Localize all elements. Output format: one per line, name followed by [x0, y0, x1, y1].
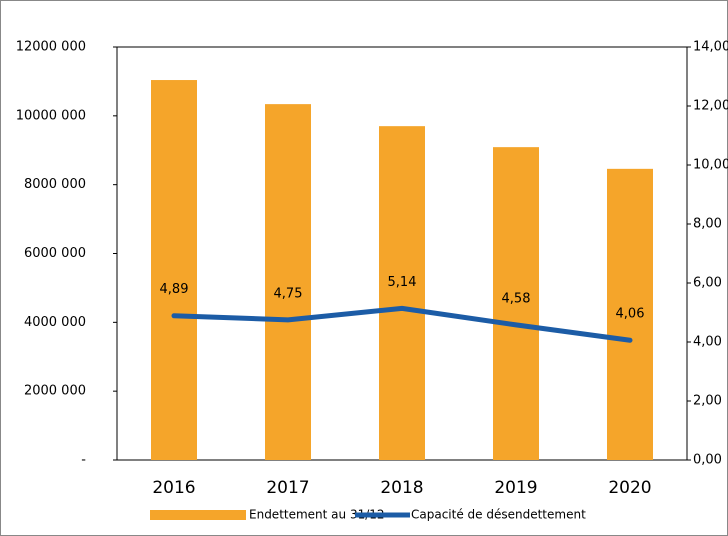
bar: [379, 126, 425, 461]
y-tick-label: 6000 000: [24, 246, 86, 261]
y2-tick-label: 6,00: [693, 276, 722, 291]
bar: [493, 147, 539, 460]
x-tick-label: 2018: [380, 478, 423, 498]
line: [171, 305, 633, 343]
x-tick-label: 2020: [608, 478, 651, 498]
x-tick-label: 2019: [494, 478, 537, 498]
data-label: 5,14: [388, 275, 417, 290]
y2-tick-label: 8,00: [693, 217, 722, 232]
data-label: 4,58: [502, 291, 531, 306]
data-label: 4,89: [160, 282, 189, 297]
y-tick-label: 4000 000: [24, 315, 86, 330]
legend-swatch: [150, 510, 246, 520]
bar: [265, 104, 311, 461]
legend-label: Endettement au 31/12: [249, 508, 385, 522]
x-tick-label: 2016: [152, 478, 195, 498]
y2-tick-label: 2,00: [693, 394, 722, 409]
y-tick-label: 8000 000: [24, 177, 86, 192]
y-tick-label: 2000 000: [24, 384, 86, 399]
y2-tick-label: 10,00: [693, 158, 728, 173]
bar: [151, 80, 197, 460]
x-tick-label: 2017: [266, 478, 309, 498]
y-tick-label: 10000 000: [16, 108, 86, 123]
y2-tick-label: 4,00: [693, 335, 722, 350]
y2-tick-label: 0,00: [693, 453, 722, 468]
data-label: 4,75: [274, 286, 303, 301]
data-label: 4,06: [616, 307, 645, 322]
y2-tick-label: 12,00: [693, 99, 728, 114]
bar: [607, 168, 653, 460]
y-tick-label: 12000 000: [16, 40, 86, 55]
legend-label: Capacité de désendettement: [411, 508, 586, 522]
y-tick-label: -: [81, 453, 86, 468]
y2-tick-label: 14,00: [693, 40, 728, 55]
